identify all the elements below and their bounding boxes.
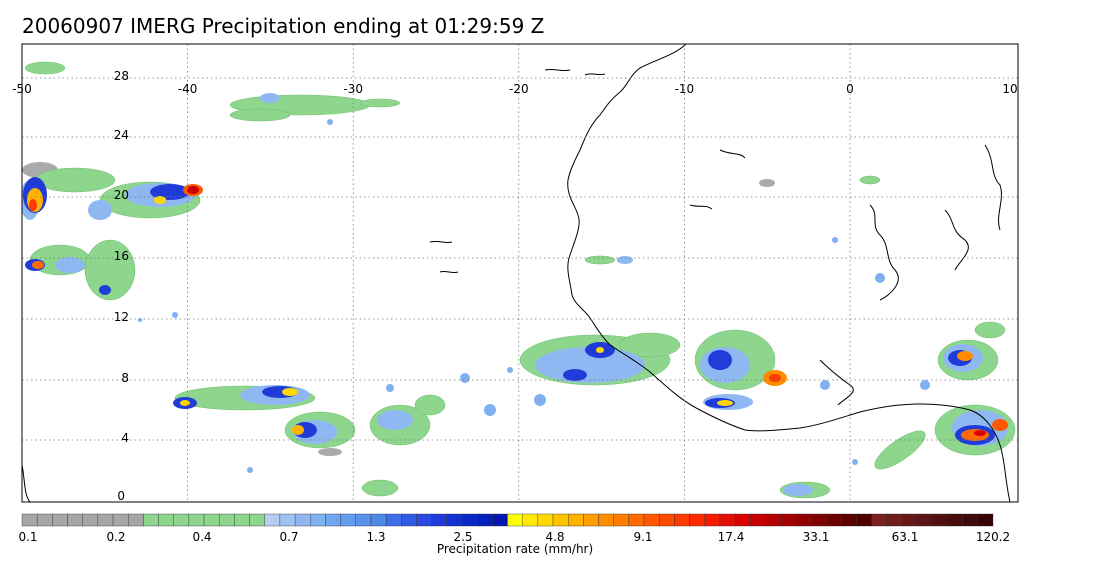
lat-tick-label: 16 <box>114 249 129 263</box>
colorbar-swatch <box>750 513 766 527</box>
colorbar <box>21 513 994 527</box>
colorbar-swatch <box>370 513 387 527</box>
colorbar-label: 0.2 <box>106 530 126 544</box>
colorbar-swatch <box>36 513 53 527</box>
colorbar-swatch <box>689 513 705 527</box>
lon-tick-label: -20 <box>509 82 529 96</box>
colorbar-label: 0.4 <box>192 530 212 544</box>
colorbar-swatch <box>886 513 903 527</box>
colorbar-swatch <box>385 513 402 527</box>
lat-tick-label: 20 <box>114 188 129 202</box>
colorbar-swatch <box>871 513 888 527</box>
colorbar-label: 0.7 <box>279 530 299 544</box>
colorbar-swatch <box>901 513 918 527</box>
map-title: 20060907 IMERG Precipitation ending at 0… <box>22 14 545 38</box>
colorbar-swatch <box>97 513 114 527</box>
colorbar-swatch <box>234 513 250 527</box>
colorbar-swatch <box>401 513 417 527</box>
colorbar-swatch <box>583 513 599 527</box>
colorbar-title: Precipitation rate (mm/hr) <box>436 542 594 556</box>
colorbar-swatch <box>294 513 311 527</box>
colorbar-swatch <box>82 513 99 527</box>
colorbar-swatch <box>780 513 796 527</box>
colorbar-label: 33.1 <box>802 530 830 544</box>
colorbar-swatch <box>567 513 584 527</box>
colorbar-swatch <box>977 513 994 527</box>
colorbar-swatch <box>249 513 265 527</box>
colorbar-swatch <box>962 513 979 527</box>
colorbar-swatch <box>810 513 827 527</box>
colorbar-swatch <box>127 513 144 527</box>
colorbar-swatch <box>856 513 872 527</box>
colorbar-swatch <box>21 513 38 527</box>
colorbar-swatch <box>643 513 660 527</box>
colorbar-swatch <box>613 513 630 527</box>
colorbar-swatch <box>143 513 159 527</box>
colorbar-swatch <box>841 513 857 527</box>
colorbar-swatch <box>598 513 614 527</box>
colorbar-label: 2.5 <box>453 530 473 544</box>
colorbar-swatch <box>461 513 478 527</box>
colorbar-swatch <box>416 513 432 527</box>
colorbar-swatch <box>507 513 523 527</box>
lon-tick-label: -10 <box>675 82 695 96</box>
lon-tick-label: -50 <box>12 82 32 96</box>
colorbar-swatch <box>310 513 326 527</box>
lon-tick-label: -40 <box>178 82 198 96</box>
colorbar-swatch <box>674 513 690 527</box>
colorbar-label: 17.4 <box>717 530 745 544</box>
colorbar-label: 120.2 <box>975 530 1011 544</box>
colorbar-swatch <box>158 513 174 527</box>
colorbar-swatch <box>67 513 83 527</box>
lat-tick-label: 0 <box>117 489 125 503</box>
colorbar-label: 1.3 <box>366 530 386 544</box>
colorbar-swatch <box>704 513 721 527</box>
colorbar-swatch <box>52 513 68 527</box>
colorbar-swatch <box>219 513 235 527</box>
coastline <box>22 44 1011 502</box>
colorbar-swatch <box>522 513 539 527</box>
colorbar-swatch <box>112 513 129 527</box>
lat-tick-label: 8 <box>121 371 129 385</box>
precip-layer <box>22 61 1016 499</box>
colorbar-swatch <box>476 513 493 527</box>
lat-tick-label: 12 <box>114 310 129 324</box>
colorbar-label: 63.1 <box>891 530 919 544</box>
colorbar-swatch <box>431 513 448 527</box>
colorbar-swatch <box>325 513 341 527</box>
graticule <box>22 44 1018 502</box>
colorbar-swatch <box>188 513 205 527</box>
colorbar-swatch <box>355 513 372 527</box>
colorbar-swatch <box>552 513 569 527</box>
colorbar-swatch <box>492 513 508 527</box>
colorbar-label: 0.1 <box>18 530 38 544</box>
colorbar-swatch <box>203 513 220 527</box>
colorbar-swatch <box>825 513 842 527</box>
colorbar-swatch <box>446 513 463 527</box>
colorbar-swatch <box>659 513 675 527</box>
colorbar-swatch <box>734 513 751 527</box>
colorbar-swatch <box>628 513 645 527</box>
colorbar-swatch <box>173 513 190 527</box>
colorbar-swatch <box>932 513 948 527</box>
lon-tick-label: 10 <box>1002 82 1017 96</box>
colorbar-swatch <box>765 513 781 527</box>
colorbar-swatch <box>947 513 963 527</box>
lat-tick-label: 24 <box>114 128 129 142</box>
lat-tick-label: 4 <box>121 431 129 445</box>
lon-tick-label: -30 <box>343 82 363 96</box>
lon-tick-label: 0 <box>846 82 854 96</box>
colorbar-swatch <box>340 513 356 527</box>
map-frame <box>21 43 1019 503</box>
colorbar-label: 9.1 <box>633 530 653 544</box>
colorbar-swatch <box>795 513 812 527</box>
colorbar-label: 4.8 <box>545 530 565 544</box>
colorbar-swatch <box>537 513 554 527</box>
colorbar-swatch <box>264 513 281 527</box>
colorbar-swatch <box>279 513 296 527</box>
colorbar-swatch <box>916 513 933 527</box>
lat-tick-label: 28 <box>114 69 129 83</box>
colorbar-swatch <box>719 513 736 527</box>
